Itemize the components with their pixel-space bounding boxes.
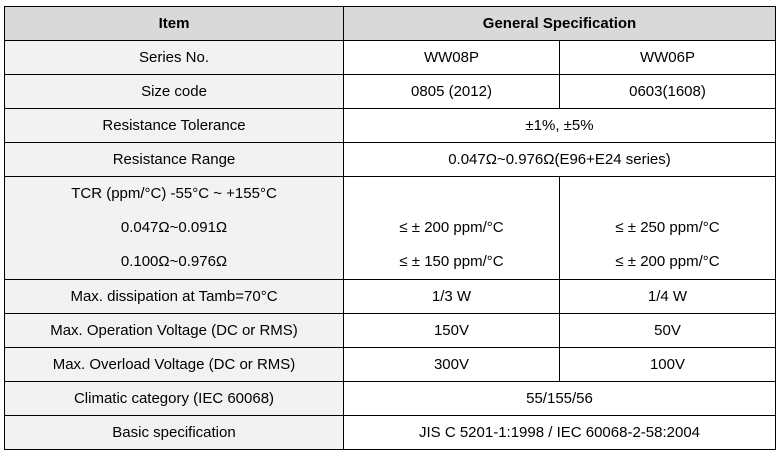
- tcr-ww08p-range-2: ≤ ± 150 ppm/°C: [399, 253, 504, 270]
- tcr-ww06p-range-1: ≤ ± 250 ppm/°C: [615, 219, 720, 236]
- max-dissipation-ww08p: 1/3 W: [343, 279, 560, 314]
- tcr-ww08p-range-1: ≤ ± 200 ppm/°C: [399, 219, 504, 236]
- resistance-range-label: Resistance Range: [4, 142, 344, 177]
- max-overload-voltage-ww08p: 300V: [343, 347, 560, 382]
- max-overload-voltage-ww06p: 100V: [559, 347, 776, 382]
- table-row: Climatic category (IEC 60068) 55/155/56: [4, 381, 776, 416]
- tcr-label: TCR (ppm/°C) -55°C ~ +155°C: [71, 185, 277, 202]
- tcr-range-1: 0.047Ω~0.091Ω: [120, 219, 228, 236]
- header-row: Item General Specification: [4, 6, 776, 41]
- table-row: Max. Operation Voltage (DC or RMS) 150V …: [4, 313, 776, 348]
- tcr-label-cell: TCR (ppm/°C) -55°C ~ +155°C 0.047Ω~0.091…: [4, 176, 344, 280]
- general-specification-header: General Specification: [343, 6, 776, 41]
- max-dissipation-ww06p: 1/4 W: [559, 279, 776, 314]
- resistance-tolerance-label: Resistance Tolerance: [4, 108, 344, 143]
- table-row: TCR (ppm/°C) -55°C ~ +155°C 0.047Ω~0.091…: [4, 176, 776, 280]
- table-row: Size code 0805 (2012) 0603(1608): [4, 74, 776, 109]
- basic-specification-label: Basic specification: [4, 415, 344, 450]
- specification-table: Item General Specification Series No. WW…: [4, 6, 776, 450]
- table-row: Max. Overload Voltage (DC or RMS) 300V 1…: [4, 347, 776, 382]
- climatic-category-label: Climatic category (IEC 60068): [4, 381, 344, 416]
- tcr-ww06p-range-2: ≤ ± 200 ppm/°C: [615, 253, 720, 270]
- table-row: Max. dissipation at Tamb=70°C 1/3 W 1/4 …: [4, 279, 776, 314]
- series-no-label: Series No.: [4, 40, 344, 75]
- table-row: Series No. WW08P WW06P: [4, 40, 776, 75]
- max-operation-voltage-ww08p: 150V: [343, 313, 560, 348]
- table-row: Resistance Range 0.047Ω~0.976Ω(E96+E24 s…: [4, 142, 776, 177]
- size-code-label: Size code: [4, 74, 344, 109]
- max-dissipation-label: Max. dissipation at Tamb=70°C: [4, 279, 344, 314]
- item-header: Item: [4, 6, 344, 41]
- series-no-ww06p: WW06P: [559, 40, 776, 75]
- tcr-ww06p-cell: ≤ ± 250 ppm/°C ≤ ± 200 ppm/°C: [559, 176, 776, 280]
- tcr-ww08p-cell: ≤ ± 200 ppm/°C ≤ ± 150 ppm/°C: [343, 176, 560, 280]
- tcr-range-2: 0.100Ω~0.976Ω: [120, 253, 228, 270]
- size-code-ww08p: 0805 (2012): [343, 74, 560, 109]
- basic-specification-value: JIS C 5201-1:1998 / IEC 60068-2-58:2004: [343, 415, 776, 450]
- max-overload-voltage-label: Max. Overload Voltage (DC or RMS): [4, 347, 344, 382]
- resistance-tolerance-value: ±1%, ±5%: [343, 108, 776, 143]
- series-no-ww08p: WW08P: [343, 40, 560, 75]
- resistance-range-value: 0.047Ω~0.976Ω(E96+E24 series): [343, 142, 776, 177]
- climatic-category-value: 55/155/56: [343, 381, 776, 416]
- max-operation-voltage-label: Max. Operation Voltage (DC or RMS): [4, 313, 344, 348]
- table-row: Basic specification JIS C 5201-1:1998 / …: [4, 415, 776, 450]
- table-row: Resistance Tolerance ±1%, ±5%: [4, 108, 776, 143]
- max-operation-voltage-ww06p: 50V: [559, 313, 776, 348]
- size-code-ww06p: 0603(1608): [559, 74, 776, 109]
